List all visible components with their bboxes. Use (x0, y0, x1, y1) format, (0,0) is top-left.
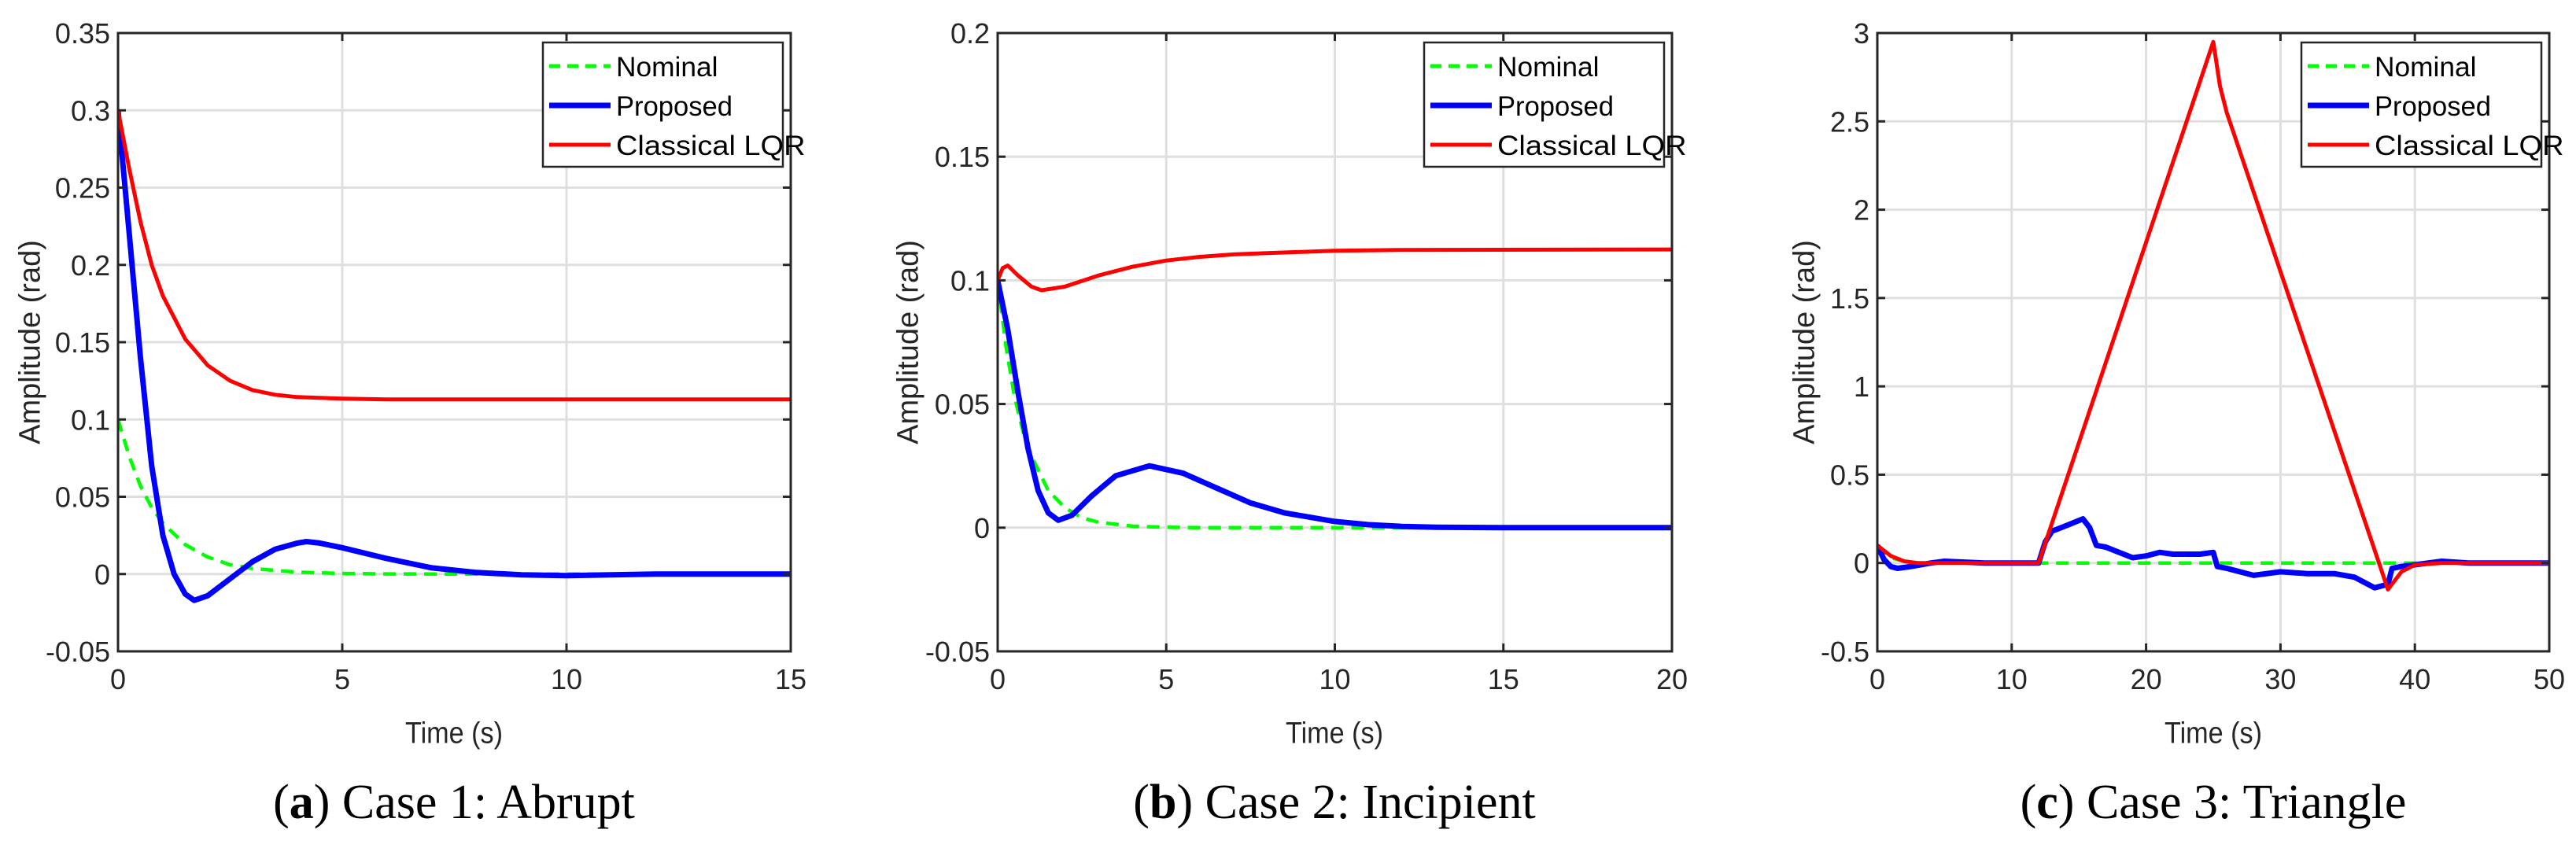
y-tick-label: 0.1 (71, 404, 110, 436)
y-tick-label: 0.2 (71, 249, 110, 282)
x-tick-label: 20 (1656, 663, 1688, 695)
series-classical-lqr (1877, 39, 2549, 592)
y-tick-label: 0.05 (935, 389, 990, 421)
x-tick-label: 40 (2399, 663, 2430, 695)
legend: Nominal Proposed Classical LQR (541, 41, 806, 168)
caption-a-label: a (289, 776, 314, 829)
y-tick-label: 0 (1854, 547, 1869, 580)
series-classical-lqr (998, 247, 1672, 293)
y-tick-label: 0.2 (950, 17, 990, 50)
caption-b-label: b (1149, 776, 1177, 829)
chart-c: 0 10 20 30 40 50-0.500.511.522.53NominalPropo… (1821, 17, 2565, 695)
y-tick-label: 0.15 (55, 326, 110, 359)
x-tick-label: 30 (2264, 663, 2296, 695)
legend: Nominal Proposed Classical LQR (1423, 41, 1687, 168)
chart-a: 0 5 10 15-0.0500.050.10.150.20.250.30.35Nom… (46, 17, 806, 695)
y-tick-label: 0 (974, 512, 990, 544)
x-tick-label: 10 (1319, 663, 1350, 695)
y-tick-label: 0.25 (55, 172, 110, 205)
legend-label: Classical LQR (2375, 131, 2564, 161)
chart-b-xlabel: Time (s) (1285, 717, 1384, 750)
y-tick-label: -0.5 (1821, 636, 1869, 668)
y-tick-label: 1 (1854, 371, 1869, 403)
x-tick-label: 20 (2131, 663, 2162, 695)
y-tick-label: 0.15 (935, 141, 990, 173)
x-tick-label: 10 (1996, 663, 2028, 695)
x-tick-label: 5 (334, 663, 350, 695)
chart-b-ylabel: Amplitude (rad) (891, 240, 925, 444)
y-tick-label: 2.5 (1830, 105, 1869, 138)
x-tick-label: 0 (1869, 663, 1885, 695)
series-classical-lqr (118, 109, 791, 402)
caption-c-label: c (2036, 776, 2058, 829)
x-tick-label: 15 (1488, 663, 1519, 695)
y-tick-label: -0.05 (46, 636, 110, 668)
y-tick-label: 3 (1854, 17, 1869, 50)
x-tick-label: 0 (990, 663, 1006, 695)
chart-c-xlabel: Time (s) (2164, 717, 2263, 750)
chart-b: 0 5 10 15 20-0.0500.050.10.150.2NominalPropo… (925, 17, 1688, 695)
chart-a-xlabel: Time (s) (404, 717, 504, 750)
y-tick-label: 0.3 (71, 94, 110, 127)
x-tick-label: 10 (551, 663, 582, 695)
legend-label: Nominal (1497, 52, 1600, 83)
y-tick-label: 2 (1854, 194, 1869, 227)
chart-a-ylabel: Amplitude (rad) (13, 240, 47, 444)
x-tick-label: 5 (1158, 663, 1174, 695)
legend: Nominal Proposed Classical LQR (2300, 41, 2564, 168)
y-tick-label: 1.5 (1830, 282, 1869, 315)
caption-c-text: Case 3: Triangle (2086, 776, 2407, 829)
x-tick-label: 15 (775, 663, 806, 695)
y-tick-label: 0 (94, 559, 110, 591)
caption-b-text: Case 2: Incipient (1205, 776, 1536, 829)
x-tick-label: 0 (110, 663, 126, 695)
legend-label: Classical LQR (1497, 131, 1687, 161)
legend-label: Proposed (616, 91, 733, 122)
chart-b-caption: (b) Case 2: Incipient (1133, 776, 1536, 829)
series-proposed (118, 109, 791, 603)
legend-label: Nominal (616, 52, 718, 83)
y-tick-label: 0.05 (55, 481, 110, 514)
series-proposed (998, 279, 1672, 531)
y-tick-label: -0.05 (925, 636, 990, 668)
legend-label: Proposed (1497, 91, 1614, 122)
x-tick-label: 50 (2534, 663, 2565, 695)
y-tick-label: 0.5 (1830, 459, 1869, 491)
chart-c-caption: (c) Case 3: Triangle (2020, 776, 2407, 829)
legend-label: Nominal (2375, 52, 2477, 83)
axes-box (1876, 31, 2551, 653)
chart-a-caption: (a) Case 1: Abrupt (273, 776, 635, 829)
y-tick-label: 0.35 (55, 17, 110, 50)
chart-c-ylabel: Amplitude (rad) (1788, 240, 1821, 444)
caption-a-text: Case 1: Abrupt (341, 776, 635, 829)
legend-label: Classical LQR (616, 131, 806, 161)
y-tick-label: 0.1 (950, 264, 990, 297)
legend-label: Proposed (2375, 91, 2491, 122)
